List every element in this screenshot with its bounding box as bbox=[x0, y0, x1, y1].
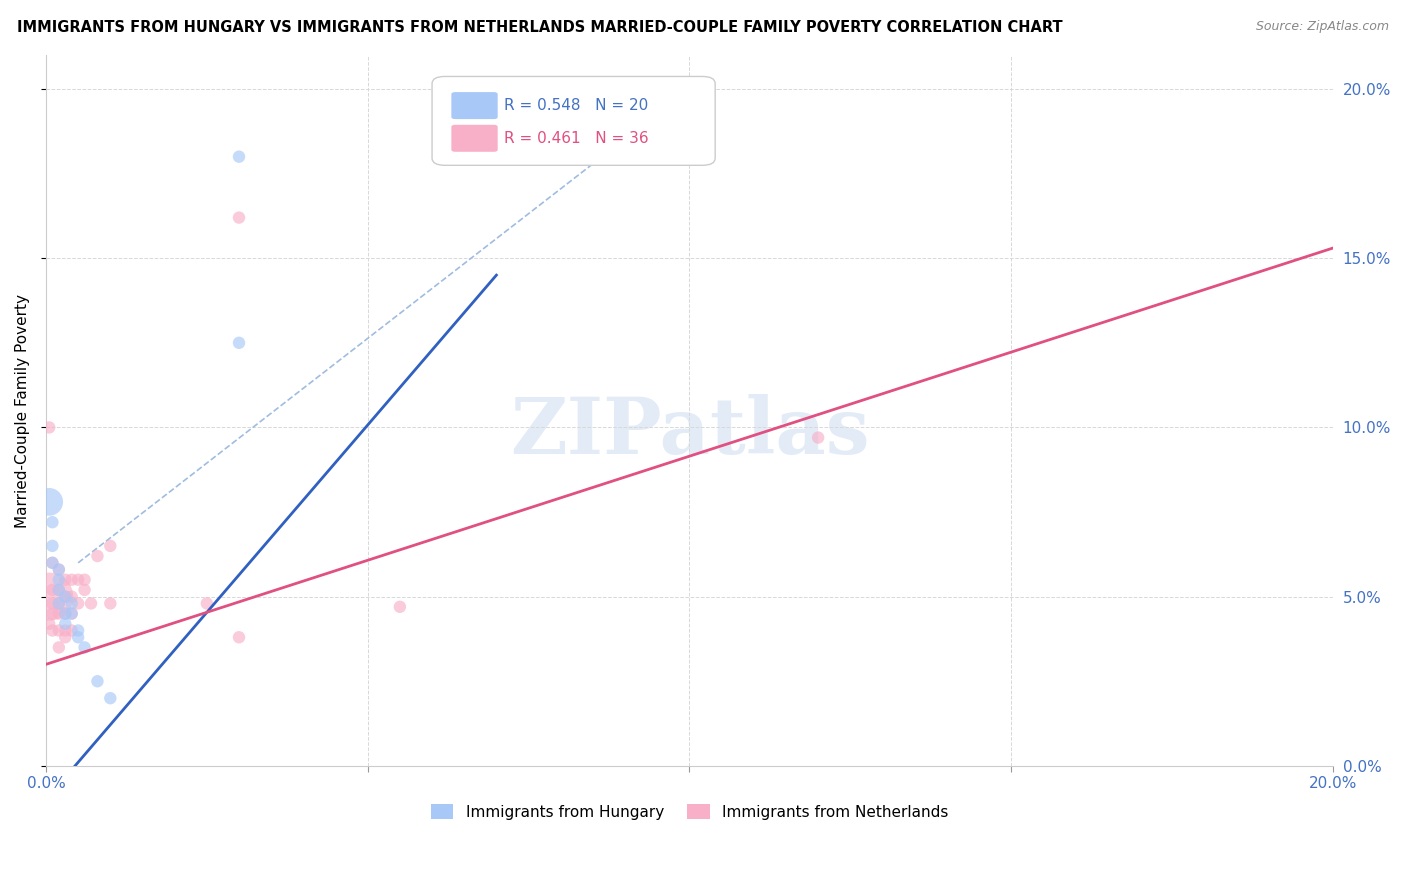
Point bbox=[67, 573, 90, 587]
FancyBboxPatch shape bbox=[451, 125, 498, 152]
Point bbox=[228, 335, 250, 350]
Point bbox=[41, 624, 63, 638]
Legend: Immigrants from Hungary, Immigrants from Netherlands: Immigrants from Hungary, Immigrants from… bbox=[425, 797, 955, 826]
Point bbox=[80, 596, 103, 610]
Point bbox=[53, 590, 76, 604]
Point bbox=[48, 563, 70, 577]
FancyBboxPatch shape bbox=[432, 77, 716, 165]
Text: R = 0.461   N = 36: R = 0.461 N = 36 bbox=[505, 131, 648, 145]
Point bbox=[38, 590, 60, 604]
Point bbox=[48, 563, 70, 577]
Point bbox=[48, 624, 70, 638]
Point bbox=[60, 624, 83, 638]
Point bbox=[60, 607, 83, 621]
Point bbox=[67, 624, 90, 638]
Point bbox=[41, 607, 63, 621]
Point bbox=[98, 691, 121, 706]
Point bbox=[228, 150, 250, 164]
Point bbox=[807, 431, 830, 445]
Point bbox=[38, 616, 60, 631]
Point bbox=[98, 596, 121, 610]
Point bbox=[60, 590, 83, 604]
Point bbox=[41, 556, 63, 570]
Text: ZIPatlas: ZIPatlas bbox=[509, 394, 869, 470]
Point bbox=[53, 616, 76, 631]
FancyBboxPatch shape bbox=[451, 92, 498, 120]
Point bbox=[228, 211, 250, 225]
Point bbox=[48, 582, 70, 597]
Point bbox=[67, 630, 90, 644]
Point bbox=[48, 596, 70, 610]
Point bbox=[48, 640, 70, 655]
Point bbox=[48, 582, 70, 597]
Point bbox=[41, 515, 63, 529]
Point bbox=[41, 596, 63, 610]
Point bbox=[41, 582, 63, 597]
Point bbox=[73, 582, 96, 597]
Point bbox=[53, 607, 76, 621]
Point bbox=[48, 573, 70, 587]
Point bbox=[48, 596, 70, 610]
Point bbox=[60, 607, 83, 621]
Point bbox=[67, 596, 90, 610]
Point bbox=[228, 630, 250, 644]
Point bbox=[86, 674, 108, 689]
Point bbox=[73, 573, 96, 587]
Point bbox=[38, 420, 60, 434]
Point bbox=[86, 549, 108, 563]
Y-axis label: Married-Couple Family Poverty: Married-Couple Family Poverty bbox=[15, 293, 30, 527]
Point bbox=[388, 599, 411, 614]
Point bbox=[48, 607, 70, 621]
Point bbox=[38, 495, 60, 509]
Point bbox=[98, 539, 121, 553]
Point bbox=[53, 573, 76, 587]
Point bbox=[73, 640, 96, 655]
Point bbox=[53, 630, 76, 644]
Point bbox=[53, 590, 76, 604]
Point bbox=[195, 596, 218, 610]
Point bbox=[41, 556, 63, 570]
Text: Source: ZipAtlas.com: Source: ZipAtlas.com bbox=[1256, 20, 1389, 33]
Point bbox=[60, 573, 83, 587]
Text: IMMIGRANTS FROM HUNGARY VS IMMIGRANTS FROM NETHERLANDS MARRIED-COUPLE FAMILY POV: IMMIGRANTS FROM HUNGARY VS IMMIGRANTS FR… bbox=[17, 20, 1063, 35]
Point bbox=[60, 596, 83, 610]
Point bbox=[53, 624, 76, 638]
Point bbox=[41, 539, 63, 553]
Text: R = 0.548   N = 20: R = 0.548 N = 20 bbox=[505, 98, 648, 113]
Point bbox=[53, 607, 76, 621]
